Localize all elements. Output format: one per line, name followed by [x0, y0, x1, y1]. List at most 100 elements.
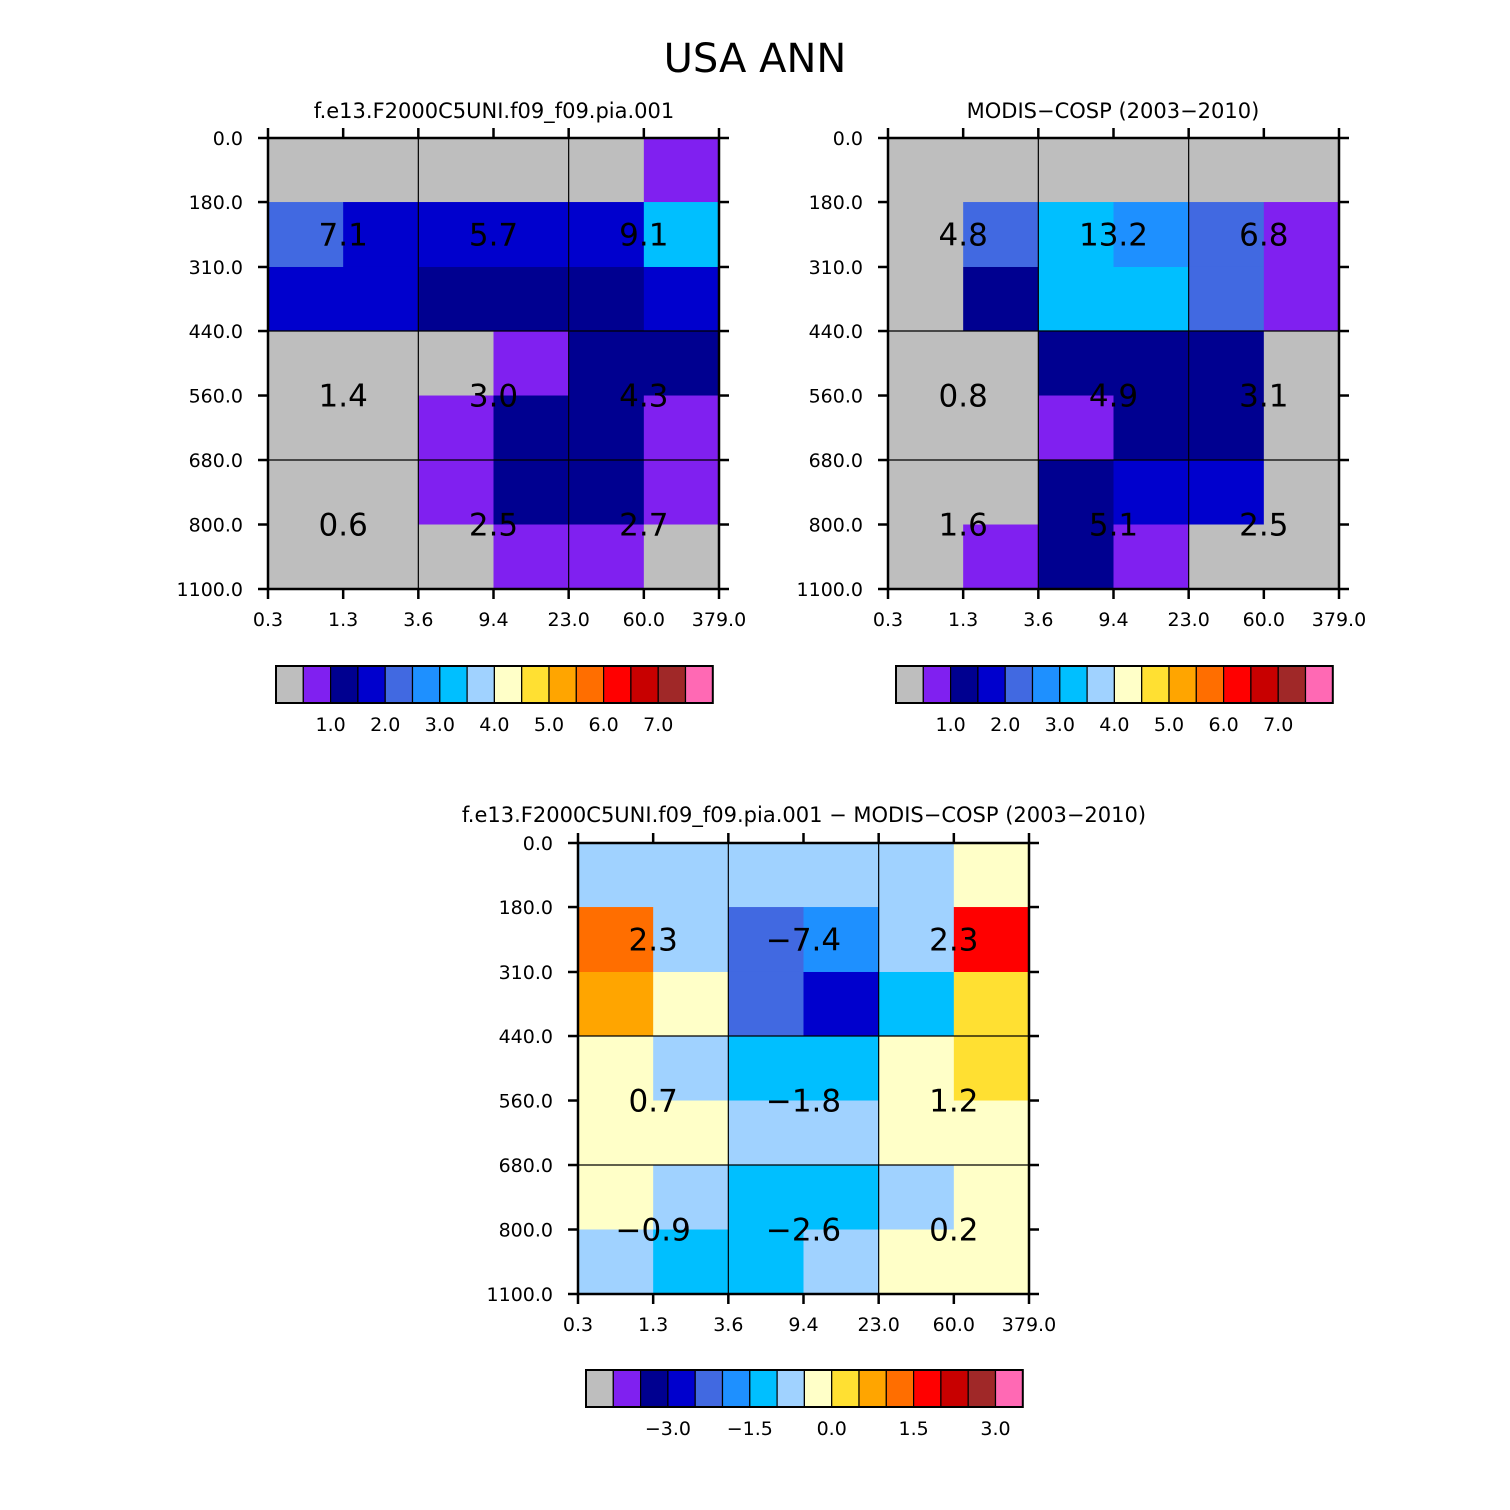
x-tick-label: 9.4 — [1098, 609, 1128, 631]
colorbar-box — [694, 1369, 724, 1408]
heatmap-cell — [1038, 460, 1115, 526]
heatmap-cell — [643, 331, 720, 397]
x-tick-label: 0.3 — [873, 609, 903, 631]
heatmap-cell — [578, 1100, 654, 1166]
region-value-label: 0.7 — [629, 1084, 678, 1120]
model-panel: f.e13.F2000C5UNI.f09_f09.pia.001 0.3 1.3 3… — [177, 99, 747, 736]
colorbar-box — [330, 665, 359, 704]
x-tick-label: 0.3 — [563, 1314, 593, 1336]
heatmap-cell — [578, 907, 654, 973]
heatmap-cell — [493, 331, 570, 397]
colorbar-box — [275, 665, 304, 704]
heatmap-cell — [963, 331, 1039, 397]
colorbar-label: 0.0 — [817, 1418, 847, 1440]
colorbar-box — [602, 665, 632, 704]
heatmap-cell — [268, 266, 344, 332]
region-value-label: 0.6 — [319, 508, 368, 544]
heatmap-cell — [888, 202, 964, 268]
colorbar-label: 3.0 — [1045, 714, 1075, 736]
heatmap-cell — [728, 907, 805, 973]
heatmap-cell — [1038, 395, 1115, 461]
heatmap-cell — [888, 460, 964, 526]
colorbar-box — [721, 1369, 751, 1408]
colorbar-box — [630, 665, 659, 704]
colorbar-frame — [585, 1369, 1024, 1408]
heatmap-cell — [888, 395, 964, 461]
heatmap-cell — [803, 843, 880, 908]
colorbar-box — [749, 1369, 778, 1408]
heatmap-cell — [1188, 331, 1265, 397]
heatmap-cell — [953, 971, 1030, 1037]
colorbar-box — [302, 665, 332, 704]
y-tick-label: 1100.0 — [797, 579, 863, 601]
colorbar-box — [639, 1369, 669, 1408]
heatmap-cell — [568, 460, 645, 526]
y-tick-label: 180.0 — [809, 192, 863, 214]
y-tick-label: 310.0 — [499, 962, 553, 984]
heatmap-cell — [1263, 395, 1340, 461]
colorbar-box — [548, 665, 577, 704]
x-tick-label: 9.4 — [788, 1314, 818, 1336]
y-tick-label: 180.0 — [499, 897, 553, 919]
y-tick-label: 680.0 — [809, 450, 863, 472]
region-value-label: 2.3 — [929, 923, 978, 959]
heatmap-cell — [343, 138, 419, 203]
region-value-label: 2.5 — [1239, 508, 1288, 544]
heatmap-cell — [963, 138, 1039, 203]
x-tick-label: 1.3 — [328, 609, 358, 631]
y-tick-label: 0.0 — [213, 128, 243, 150]
heatmap-cell — [493, 460, 570, 526]
colorbar-box — [1086, 665, 1115, 704]
colorbar-label: 6.0 — [1208, 714, 1238, 736]
colorbar-box — [1168, 665, 1197, 704]
colorbar-box — [612, 1369, 642, 1408]
colorbar-label: 1.5 — [898, 1418, 928, 1440]
x-tick-label: 0.3 — [253, 609, 283, 631]
heatmap-cell — [343, 524, 419, 590]
colorbar-box — [1141, 665, 1170, 704]
heatmap-cell — [1188, 138, 1265, 203]
heatmap-cell — [653, 971, 729, 1037]
heatmap-cell — [653, 1165, 729, 1231]
colorbar-label: 5.0 — [534, 714, 564, 736]
x-tick-label: 23.0 — [858, 1314, 900, 1336]
colorbar-box — [657, 665, 687, 704]
heatmap-cell — [728, 843, 805, 908]
heatmap-cell — [1038, 138, 1115, 203]
heatmap-cell — [418, 331, 495, 397]
colorbar-box — [940, 1369, 969, 1408]
heatmap-cell — [493, 202, 570, 268]
colorbar-label: 1.0 — [935, 714, 965, 736]
colorbar-label: 6.0 — [588, 714, 618, 736]
heatmap-cell — [343, 331, 419, 397]
panel-title: f.e13.F2000C5UNI.f09_f09.pia.001 — [314, 99, 675, 124]
heatmap-cell — [878, 971, 955, 1037]
colorbar-box — [357, 665, 386, 704]
colorbar-box — [575, 665, 605, 704]
heatmap-cell — [963, 202, 1039, 268]
region-value-label: 9.1 — [619, 218, 668, 254]
heatmap-cell — [268, 460, 344, 526]
colorbar-label: 3.0 — [425, 714, 455, 736]
region-value-label: −7.4 — [766, 923, 841, 959]
y-tick-label: 440.0 — [189, 321, 243, 343]
heatmap-cell — [888, 331, 964, 397]
heatmap-cell — [888, 266, 964, 332]
panel-title: f.e13.F2000C5UNI.f09_f09.pia.001 − MODIS… — [462, 803, 1146, 828]
colorbar-box — [803, 1369, 833, 1408]
y-tick-label: 560.0 — [189, 386, 243, 408]
heatmap-cell — [1188, 266, 1265, 332]
heatmap-cell — [343, 202, 419, 268]
heatmap-cell — [1113, 138, 1190, 203]
colorbar-label: −3.0 — [645, 1418, 691, 1440]
colorbar-box — [1277, 665, 1307, 704]
heatmap-cell — [568, 524, 645, 590]
heatmap-cell — [643, 266, 720, 332]
heatmap-cell — [953, 1036, 1030, 1102]
heatmap-cell — [578, 843, 654, 908]
colorbar-box — [912, 1369, 942, 1408]
x-tick-label: 60.0 — [1243, 609, 1285, 631]
x-tick-label: 23.0 — [1168, 609, 1210, 631]
colorbar-label: 4.0 — [479, 714, 509, 736]
